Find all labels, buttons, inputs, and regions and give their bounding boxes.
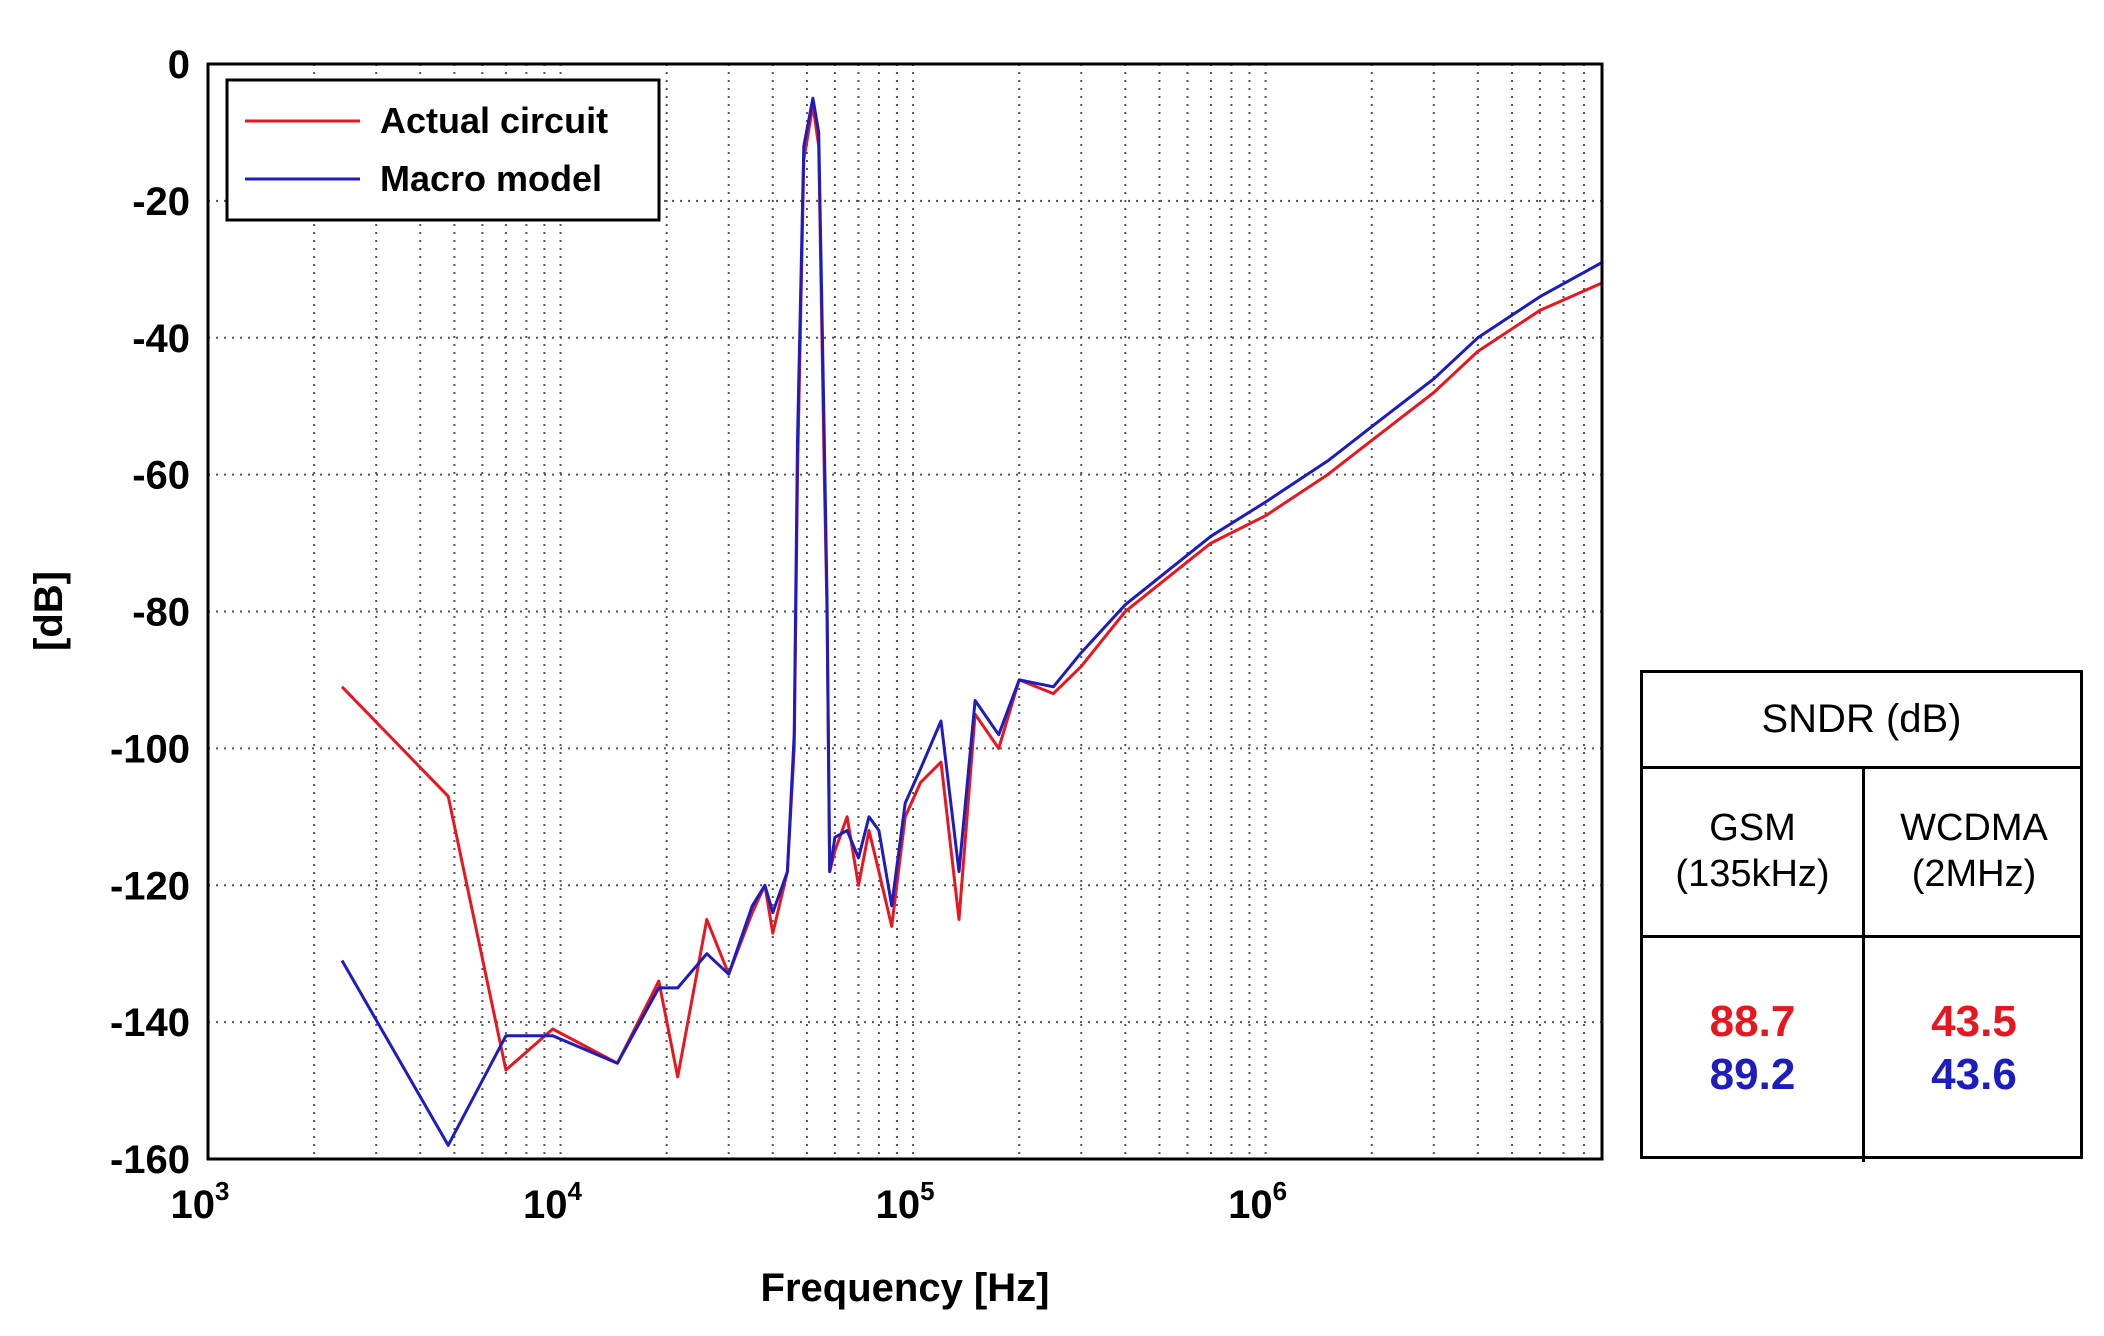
gsm-actual-value: 88.7	[1709, 996, 1796, 1046]
x-tick-label: 106	[1228, 1176, 1287, 1227]
plot-frame	[206, 62, 1604, 1161]
spectrum-chart: 0-20-40-60-80-100-120-140-160 103 104 105 1…	[27, 43, 1604, 1310]
y-tick-label: -20	[132, 180, 190, 224]
legend-label-macro-model: Macro model	[380, 158, 602, 199]
gsm-column-header: GSM (135kHz)	[1643, 769, 1862, 935]
gsm-values: 88.7 89.2	[1643, 938, 1862, 1159]
y-tick-label: 0	[168, 43, 190, 87]
y-axis-label: [dB]	[27, 571, 71, 651]
y-tick-label: -140	[110, 1001, 190, 1045]
series-line-macro-model	[340, 96, 1602, 1147]
grid-lines	[208, 64, 1602, 1159]
y-tick-label: -120	[110, 864, 190, 908]
y-axis-ticks: 0 -20 -40 -60 -80 -100 -120 -140 -160	[110, 43, 190, 1182]
sndr-table-title: SNDR (dB)	[1643, 673, 2080, 769]
gsm-macro-value: 89.2	[1709, 1049, 1796, 1099]
table-divider-horizontal	[1643, 935, 2080, 938]
legend: Actual circuit Macro model	[225, 78, 661, 222]
wcdma-frequency: (2MHz)	[1911, 853, 2037, 895]
legend-box	[225, 78, 661, 222]
y-tick-label: -60	[132, 454, 190, 498]
wcdma-label: WCDMA	[1900, 807, 2048, 850]
y-tick-label: -40	[132, 317, 190, 361]
wcdma-actual-value: 43.5	[1931, 996, 2017, 1046]
y-tick-label: -100	[110, 727, 190, 771]
series-line-actual-circuit	[340, 103, 1602, 1079]
wcdma-column-header: WCDMA (2MHz)	[1865, 769, 2083, 935]
sndr-table: SNDR (dB) GSM (135kHz) WCDMA (2MHz) 88.7…	[1640, 670, 2083, 1162]
legend-label-actual-circuit: Actual circuit	[380, 100, 608, 141]
x-tick-label: 103	[171, 1176, 230, 1227]
x-axis-ticks: 103 104 105 106	[171, 1176, 1288, 1227]
wcdma-values: 43.5 43.6	[1865, 938, 2083, 1159]
gsm-frequency: (135kHz)	[1675, 853, 1830, 895]
wcdma-macro-value: 43.6	[1931, 1049, 2017, 1099]
y-tick-label: -160	[110, 1138, 190, 1182]
table-divider-vertical	[1862, 769, 1865, 1162]
x-axis-label: Frequency [Hz]	[761, 1266, 1050, 1310]
x-tick-label: 105	[876, 1176, 935, 1227]
gsm-label: GSM	[1709, 807, 1796, 850]
series-group	[340, 96, 1602, 1147]
y-tick-label: -80	[132, 591, 190, 635]
x-tick-label: 104	[523, 1176, 583, 1227]
